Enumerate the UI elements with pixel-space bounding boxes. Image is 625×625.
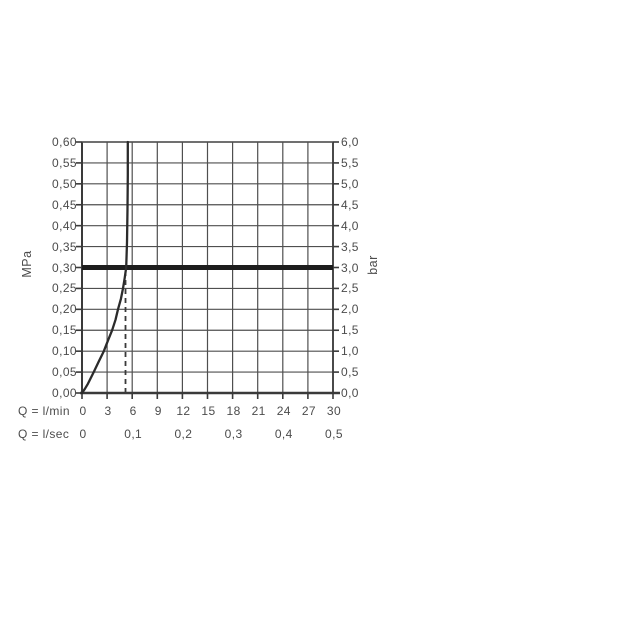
x-axis-lmin-title: Q = l/min [18,404,70,418]
x-tick-label-lmin: 18 [226,404,241,418]
x-tick-label-lmin: 21 [251,404,266,418]
x-tick-label-lmin: 3 [104,404,112,418]
y-tick-label-left: 0,15 [52,323,77,338]
y-tick-label-right: 1,0 [341,344,359,359]
x-tick-label-lmin: 27 [301,404,316,418]
left-axis-title: MPa [20,250,34,278]
y-tick-label-right: 5,0 [341,176,359,191]
y-tick-label-right: 5,5 [341,155,359,170]
y-tick-label-right: 6,0 [341,135,359,149]
y-tick-label-left: 0,50 [52,176,77,191]
y-tick-label-left: 0,35 [52,239,77,254]
y-tick-label-right: 2,0 [341,302,359,317]
y-tick-label-left: 0,55 [52,155,77,170]
x-tick-label-lsec: 0 [79,427,87,441]
y-tick-label-left: 0,20 [52,302,77,317]
x-tick-label-lsec: 0,2 [174,427,193,441]
y-tick-label-right: 0,5 [341,365,359,380]
y-tick-label-left: 0,60 [52,135,77,149]
flow-curve [80,140,129,395]
y-tick-label-right: 4,0 [341,218,359,233]
y-tick-label-right: 1,5 [341,323,359,338]
y-tick-label-left: 0,00 [52,386,77,400]
y-tick-label-left: 0,45 [52,197,77,212]
x-tick-label-lmin: 15 [201,404,216,418]
y-tick-label-right: 3,5 [341,239,359,254]
y-tick-label-left: 0,30 [52,260,77,275]
y-tick-label-right: 4,5 [341,197,359,212]
x-axis-lsec-title: Q = l/sec [18,427,70,441]
x-tick-label-lmin: 0 [79,404,87,418]
y-tick-label-right: 3,0 [341,260,359,275]
x-tick-label-lmin: 24 [276,404,291,418]
x-tick-label-lsec: 0,5 [325,427,343,441]
right-axis-title: bar [366,255,380,275]
x-tick-label-lmin: 6 [129,404,137,418]
y-tick-label-right: 2,5 [341,281,359,296]
y-tick-label-left: 0,05 [52,365,77,380]
y-tick-label-left: 0,10 [52,344,77,359]
x-tick-label-lmin: 12 [176,404,191,418]
y-tick-label-left: 0,40 [52,218,77,233]
x-tick-label-lsec: 0,4 [274,427,293,441]
y-tick-label-left: 0,25 [52,281,77,296]
x-tick-label-lmin: 9 [154,404,162,418]
y-tick-label-right: 0,0 [341,386,359,400]
x-tick-label-lsec: 0,1 [124,427,143,441]
x-tick-label-lsec: 0,3 [224,427,243,441]
x-tick-label-lmin: 30 [326,404,342,418]
